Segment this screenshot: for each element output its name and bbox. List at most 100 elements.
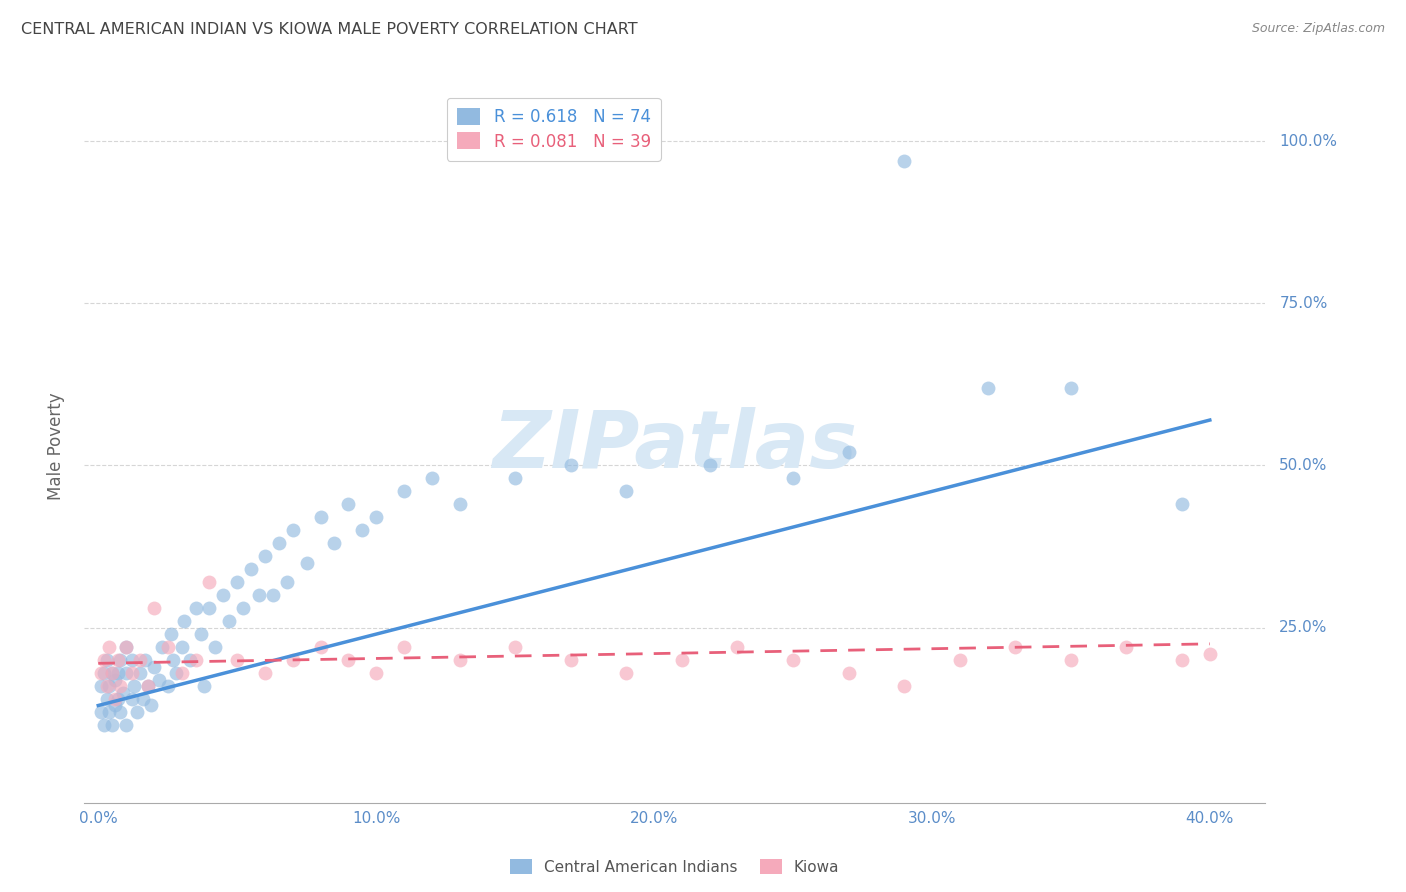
Point bbox=[129, 666, 152, 681]
Point bbox=[204, 640, 226, 654]
Point bbox=[132, 692, 155, 706]
Point bbox=[949, 653, 972, 667]
Point bbox=[226, 653, 249, 667]
Text: ZIPatlas: ZIPatlas bbox=[492, 407, 858, 485]
Point bbox=[1060, 653, 1083, 667]
Point bbox=[337, 497, 360, 511]
Point bbox=[1004, 640, 1026, 654]
Point bbox=[96, 692, 118, 706]
Point bbox=[560, 653, 582, 667]
Point bbox=[893, 679, 915, 693]
Point bbox=[352, 524, 374, 538]
Point bbox=[98, 679, 121, 693]
Point bbox=[1171, 653, 1194, 667]
Point bbox=[104, 692, 127, 706]
Point bbox=[93, 718, 115, 732]
Point bbox=[614, 484, 637, 499]
Point bbox=[93, 666, 115, 681]
Point bbox=[142, 659, 165, 673]
Point bbox=[276, 575, 298, 590]
Point bbox=[104, 698, 127, 713]
Point bbox=[101, 666, 124, 681]
Point bbox=[503, 471, 526, 485]
Point bbox=[838, 445, 860, 459]
Point bbox=[104, 673, 127, 687]
Point bbox=[98, 640, 121, 654]
Point bbox=[121, 653, 143, 667]
Point bbox=[90, 679, 112, 693]
Legend: Central American Indians, Kiowa: Central American Indians, Kiowa bbox=[505, 853, 845, 880]
Point bbox=[392, 484, 415, 499]
Point bbox=[249, 588, 271, 602]
Point bbox=[101, 718, 124, 732]
Point bbox=[671, 653, 693, 667]
Point bbox=[156, 640, 179, 654]
Point bbox=[165, 666, 187, 681]
Point bbox=[150, 640, 173, 654]
Point bbox=[96, 679, 118, 693]
Point bbox=[893, 153, 915, 168]
Point bbox=[115, 640, 138, 654]
Point bbox=[110, 679, 132, 693]
Text: 50.0%: 50.0% bbox=[1279, 458, 1327, 473]
Point bbox=[184, 601, 207, 615]
Point bbox=[90, 666, 112, 681]
Point bbox=[121, 692, 143, 706]
Point bbox=[115, 640, 138, 654]
Text: 25.0%: 25.0% bbox=[1279, 620, 1327, 635]
Text: CENTRAL AMERICAN INDIAN VS KIOWA MALE POVERTY CORRELATION CHART: CENTRAL AMERICAN INDIAN VS KIOWA MALE PO… bbox=[21, 22, 638, 37]
Point bbox=[190, 627, 212, 641]
Text: Source: ZipAtlas.com: Source: ZipAtlas.com bbox=[1251, 22, 1385, 36]
Point bbox=[112, 685, 135, 699]
Point bbox=[198, 601, 221, 615]
Point bbox=[366, 666, 388, 681]
Point bbox=[90, 705, 112, 719]
Point bbox=[101, 666, 124, 681]
Point bbox=[976, 381, 998, 395]
Point bbox=[1171, 497, 1194, 511]
Point bbox=[253, 549, 276, 564]
Point bbox=[1060, 381, 1083, 395]
Point bbox=[121, 666, 143, 681]
Point bbox=[170, 640, 193, 654]
Point bbox=[156, 679, 179, 693]
Point bbox=[93, 653, 115, 667]
Point bbox=[782, 653, 804, 667]
Point bbox=[232, 601, 254, 615]
Point bbox=[148, 673, 170, 687]
Point bbox=[184, 653, 207, 667]
Point bbox=[162, 653, 184, 667]
Point bbox=[1115, 640, 1137, 654]
Point bbox=[198, 575, 221, 590]
Point bbox=[782, 471, 804, 485]
Point bbox=[281, 653, 304, 667]
Point bbox=[139, 698, 162, 713]
Point bbox=[309, 510, 332, 524]
Point bbox=[226, 575, 249, 590]
Point bbox=[173, 614, 195, 628]
Point bbox=[295, 556, 318, 570]
Point bbox=[281, 524, 304, 538]
Point bbox=[110, 705, 132, 719]
Point bbox=[115, 666, 138, 681]
Point bbox=[193, 679, 215, 693]
Point bbox=[107, 666, 129, 681]
Point bbox=[614, 666, 637, 681]
Point bbox=[170, 666, 193, 681]
Point bbox=[366, 510, 388, 524]
Point bbox=[179, 653, 201, 667]
Point bbox=[699, 458, 721, 473]
Point bbox=[503, 640, 526, 654]
Text: 75.0%: 75.0% bbox=[1279, 296, 1327, 310]
Point bbox=[107, 692, 129, 706]
Point bbox=[136, 679, 159, 693]
Point bbox=[96, 653, 118, 667]
Point bbox=[127, 705, 149, 719]
Point bbox=[420, 471, 443, 485]
Point bbox=[262, 588, 284, 602]
Point bbox=[1198, 647, 1220, 661]
Point bbox=[240, 562, 263, 576]
Point bbox=[115, 718, 138, 732]
Y-axis label: Male Poverty: Male Poverty bbox=[46, 392, 65, 500]
Point bbox=[449, 497, 471, 511]
